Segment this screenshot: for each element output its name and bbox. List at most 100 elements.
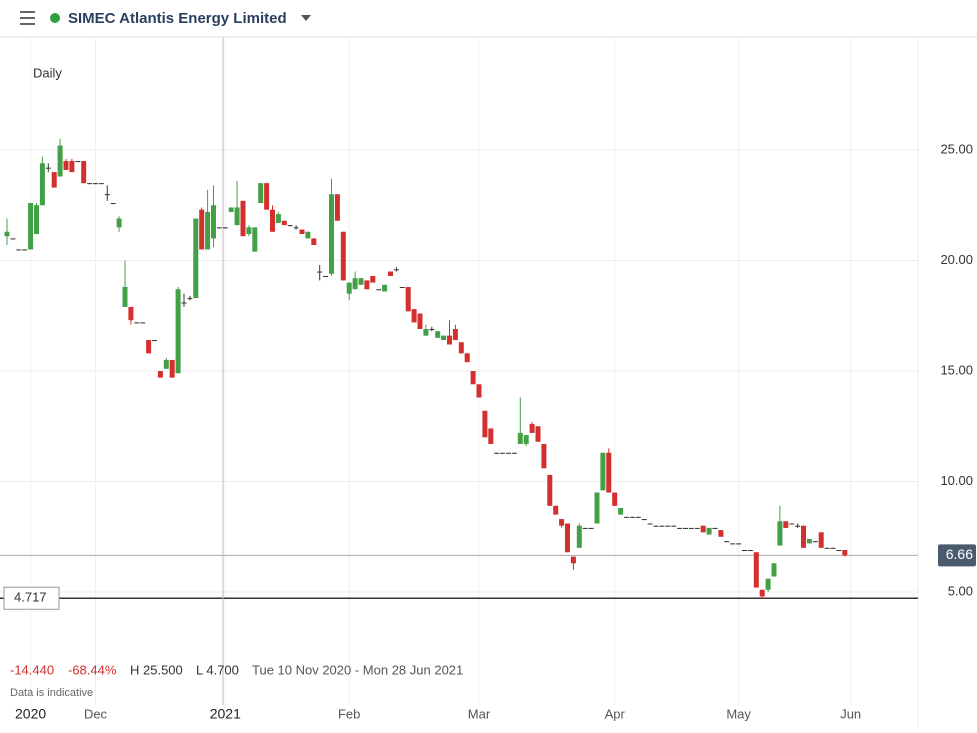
candle-body	[458, 342, 464, 354]
candle-body	[600, 452, 606, 491]
candle-body	[718, 530, 724, 537]
candle-body	[523, 435, 529, 444]
y-tick-label: 25.00	[940, 141, 973, 156]
candle-body	[559, 519, 565, 526]
candle-body	[211, 205, 216, 239]
candle-body	[688, 527, 694, 529]
candle-body	[4, 231, 10, 237]
candle-body	[677, 527, 683, 529]
candle-body	[535, 426, 541, 442]
candle-body	[606, 452, 612, 493]
candle-body	[759, 589, 765, 597]
reference-tag	[3, 586, 60, 610]
candle-body	[653, 525, 659, 527]
candle-body	[305, 231, 311, 239]
x-tick-label: 2021	[210, 706, 241, 722]
candle-body	[482, 410, 488, 438]
candle-body	[199, 209, 205, 250]
candle-body	[10, 238, 16, 240]
candle-body	[181, 302, 187, 304]
candle-body	[753, 552, 759, 588]
candle-body	[795, 525, 801, 527]
candle-body	[87, 183, 93, 185]
candle-body	[517, 432, 523, 444]
candle-body	[724, 541, 730, 543]
candle-body	[388, 271, 393, 276]
candle-body	[222, 227, 228, 229]
candle-body	[157, 371, 163, 378]
candle-body	[612, 492, 618, 506]
candle-body	[311, 238, 317, 246]
candle-body	[635, 516, 641, 518]
candle-body	[747, 550, 753, 552]
candle-body	[270, 209, 275, 232]
candle-body	[553, 505, 559, 515]
candle-body	[152, 340, 157, 342]
dropdown-arrow[interactable]	[301, 15, 311, 21]
candle-body	[576, 525, 582, 548]
change-percent: -68.44%	[68, 662, 117, 677]
candle-body	[69, 161, 75, 173]
reference-label: 4.717	[14, 590, 47, 605]
candle-body	[370, 275, 376, 283]
note: Data is indicative	[10, 687, 93, 699]
candle-body	[547, 474, 553, 506]
x-tick-label: 2020	[15, 706, 46, 722]
candle-body	[175, 289, 181, 374]
y-tick-label: 20.00	[940, 252, 973, 267]
candle-body	[712, 527, 718, 529]
candle-body	[783, 521, 789, 528]
candle-body	[116, 218, 122, 228]
candle-body	[258, 183, 264, 204]
candle-body	[818, 532, 824, 548]
candle-body	[193, 218, 199, 299]
candle-body	[346, 282, 352, 294]
candle-body	[836, 550, 842, 552]
candle-body	[730, 543, 736, 545]
interval-label: Daily	[33, 65, 62, 80]
candle-body	[329, 194, 334, 274]
candle-body	[281, 220, 287, 226]
candle-body	[588, 527, 594, 529]
period-low: L 4.700	[196, 662, 239, 677]
candle-body	[529, 424, 535, 433]
candle-body	[736, 543, 742, 545]
candle-body	[98, 183, 104, 185]
candle-body	[275, 214, 281, 223]
menu-bar	[20, 11, 35, 13]
candle-body	[352, 278, 358, 290]
candle-body	[22, 249, 28, 251]
menu-bar	[20, 17, 35, 19]
candle-body	[134, 322, 140, 324]
candle-body	[205, 211, 211, 250]
candle-body	[39, 163, 45, 206]
candle-body	[806, 538, 812, 544]
labels: 5.00 10.00 15.00 20.00 25.00 2020 Dec 2021 Feb Ma…	[3, 141, 976, 722]
status-dot	[50, 13, 60, 23]
candle-body	[81, 161, 87, 184]
instrument-title: SIMEC Atlantis Energy Limited	[68, 10, 287, 27]
x-tick-label: Apr	[605, 706, 626, 721]
candle-body	[765, 578, 771, 590]
candle-body	[299, 229, 305, 234]
candle-body	[216, 227, 222, 229]
candle-body	[506, 452, 511, 454]
candle-body	[700, 525, 706, 533]
candle-body	[812, 541, 818, 543]
candle-body	[287, 225, 293, 227]
candle-body	[323, 275, 329, 277]
change: -14.440	[10, 662, 54, 677]
candle-body	[694, 527, 700, 529]
candle-body	[441, 335, 447, 341]
candle-body	[570, 556, 576, 564]
candle-body	[647, 523, 653, 525]
x-tick-label: Dec	[84, 706, 108, 721]
x-tick-label: Jun	[840, 706, 861, 721]
candle-body	[93, 183, 98, 185]
candle-body	[541, 443, 547, 469]
menu-icon[interactable]	[20, 11, 35, 25]
candle-body	[624, 516, 629, 518]
